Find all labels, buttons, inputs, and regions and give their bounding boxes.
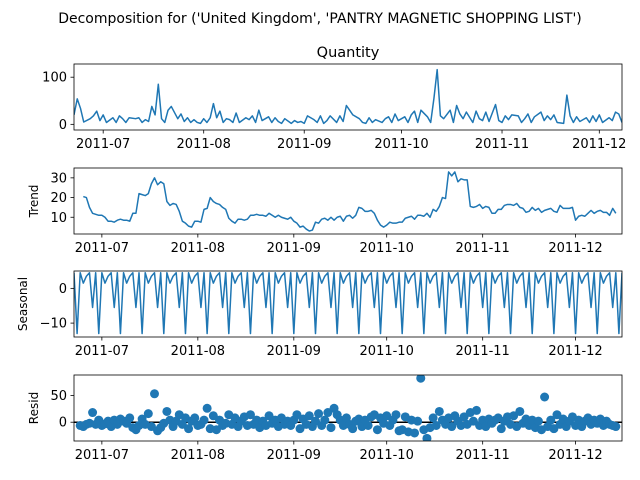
panel-resid: 2011-07 2011-08 2011-09 2011-10 2011-11 2011-… — [27, 374, 623, 463]
y-tick-label: 0 — [59, 416, 67, 431]
resid-point — [515, 406, 525, 416]
resid-point — [348, 424, 358, 434]
panel-seasonal: 2011-07 2011-08 2011-09 2011-10 2011-11 2011-… — [16, 270, 623, 359]
resid-point — [611, 422, 621, 432]
resid-point — [431, 420, 441, 430]
resid-point — [304, 411, 314, 421]
resid-point — [363, 420, 373, 430]
resid-point — [413, 416, 423, 426]
resid-point — [125, 413, 135, 423]
panels: 2011-07 2011-08 2011-09 2011-10 2011-11 2011-… — [16, 45, 626, 463]
resid-point — [372, 425, 382, 435]
observed-series-line — [74, 68, 622, 125]
resid-point — [540, 392, 550, 402]
resid-point — [391, 410, 401, 420]
panel-title: Quantity — [317, 45, 380, 61]
x-tick-label: 2011-09 — [267, 241, 321, 256]
y-tick-label: 50 — [50, 389, 67, 404]
resid-points — [75, 375, 621, 441]
axes-frame — [73, 270, 623, 338]
x-tick-label: 2011-11 — [456, 448, 510, 463]
y-tick-label: −10 — [40, 317, 67, 332]
resid-point — [202, 403, 212, 413]
axes-frame — [73, 63, 623, 131]
resid-point — [143, 409, 153, 419]
x-tick-label: 2011-11 — [456, 241, 510, 256]
x-tick-label: 2011-08 — [171, 448, 225, 463]
x-tick-label: 2011-11 — [475, 137, 529, 152]
resid-point — [447, 422, 457, 432]
resid-point — [496, 424, 506, 434]
y-axis-label: Resid — [27, 392, 41, 424]
resid-point — [546, 415, 556, 425]
resid-point — [428, 413, 438, 423]
resid-point — [320, 415, 330, 425]
x-tick-label: 2011-10 — [374, 137, 428, 152]
y-tick-label: 10 — [50, 211, 67, 226]
axes-frame — [73, 167, 623, 235]
axes-frame — [73, 374, 623, 442]
x-tick-label: 2011-08 — [171, 241, 225, 256]
resid-point — [245, 410, 255, 420]
x-tick-label: 2011-08 — [171, 344, 225, 359]
x-tick-label: 2011-08 — [177, 137, 231, 152]
resid-point — [314, 409, 324, 419]
resid-point — [326, 423, 336, 433]
resid-point — [410, 428, 420, 438]
panel-observed: 2011-07 2011-08 2011-09 2011-10 2011-11 2011-… — [42, 45, 626, 152]
resid-point — [199, 415, 209, 425]
resid-point — [150, 389, 159, 399]
x-tick-label: 2011-10 — [360, 448, 414, 463]
y-tick-label: 100 — [42, 71, 67, 86]
x-tick-label: 2011-07 — [75, 344, 129, 359]
seasonal-series-line — [74, 271, 622, 335]
x-tick-label: 2011-07 — [76, 137, 130, 152]
resid-point — [162, 406, 172, 416]
resid-point — [184, 424, 194, 434]
resid-point — [434, 406, 444, 416]
resid-point — [416, 375, 426, 383]
x-tick-label: 2011-12 — [572, 137, 626, 152]
x-tick-label: 2011-10 — [360, 344, 414, 359]
y-tick-label: 0 — [59, 118, 67, 133]
trend-series-line — [83, 171, 617, 232]
resid-point — [471, 405, 481, 415]
y-axis-label: Seasonal — [16, 277, 30, 331]
panel-trend: 2011-07 2011-08 2011-09 2011-10 2011-11 2011-… — [27, 167, 623, 256]
x-tick-label: 2011-10 — [360, 241, 414, 256]
x-tick-label: 2011-12 — [548, 344, 602, 359]
figure-title: Decomposition for ('United Kingdom', 'PA… — [58, 11, 582, 27]
resid-point — [190, 413, 200, 423]
x-tick-label: 2011-12 — [548, 241, 602, 256]
y-tick-label: 0 — [59, 282, 67, 297]
resid-point — [422, 433, 432, 441]
y-tick-label: 20 — [50, 191, 67, 206]
x-tick-label: 2011-09 — [277, 137, 331, 152]
y-axis-label: Trend — [27, 185, 41, 219]
x-tick-label: 2011-07 — [75, 241, 129, 256]
x-tick-label: 2011-09 — [267, 344, 321, 359]
y-tick-label: 30 — [50, 171, 67, 186]
x-tick-label: 2011-11 — [456, 344, 510, 359]
x-tick-label: 2011-07 — [75, 448, 129, 463]
x-tick-label: 2011-12 — [548, 448, 602, 463]
resid-point — [88, 408, 98, 418]
resid-point — [533, 416, 543, 426]
x-tick-label: 2011-09 — [267, 448, 321, 463]
